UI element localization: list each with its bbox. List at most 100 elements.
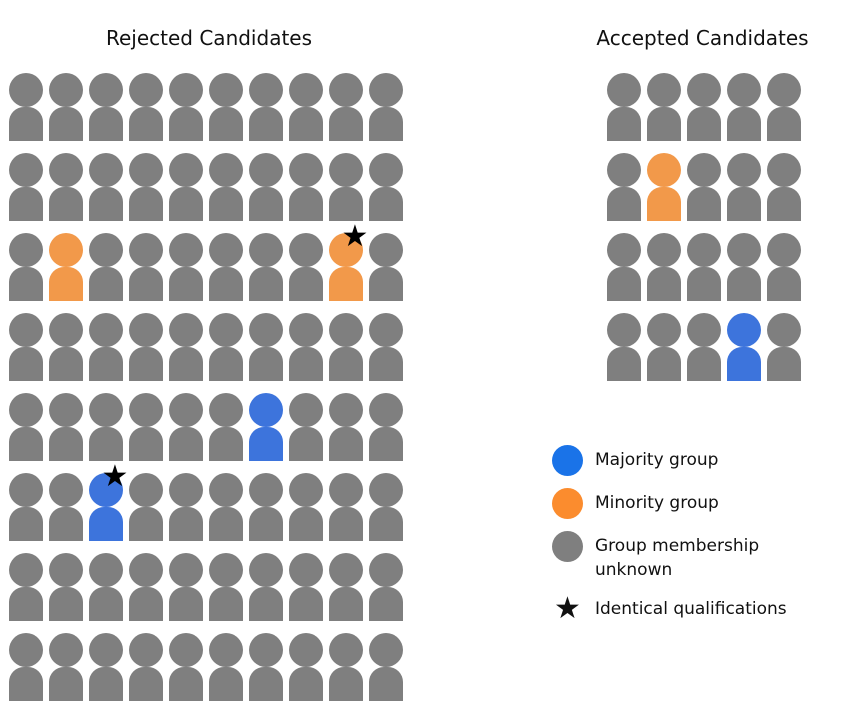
rejected-person-unknown [369,633,403,701]
accepted-person-unknown [647,233,681,301]
rejected-person-unknown [169,473,203,541]
rejected-title: Rejected Candidates [105,26,313,50]
rejected-person-unknown [249,313,283,381]
rejected-person-minority [329,233,363,301]
rejected-person-unknown [169,553,203,621]
rejected-person-unknown [289,393,323,461]
rejected-person-unknown [49,73,83,141]
rejected-person-unknown [169,633,203,701]
rejected-person-unknown [9,233,43,301]
rejected-person-unknown [369,233,403,301]
rejected-person-unknown [289,473,323,541]
rejected-person-unknown [249,73,283,141]
rejected-person-unknown [329,313,363,381]
rejected-person-unknown [129,553,163,621]
accepted-person-unknown [767,153,801,221]
star-icon: ★ [554,591,581,626]
rejected-person-unknown [289,553,323,621]
rejected-person-unknown [49,553,83,621]
rejected-person-unknown [369,73,403,141]
rejected-person-unknown [89,313,123,381]
accepted-person-unknown [687,153,721,221]
legend: Majority group Minority group Group memb… [552,445,795,636]
rejected-person-unknown [329,393,363,461]
rejected-person-unknown [249,233,283,301]
star-icon: ★ [342,219,369,254]
rejected-person-minority [49,233,83,301]
rejected-person-unknown [249,153,283,221]
rejected-person-unknown [9,393,43,461]
rejected-person-unknown [289,233,323,301]
rejected-person-unknown [169,393,203,461]
rejected-person-unknown [289,313,323,381]
rejected-person-unknown [9,553,43,621]
rejected-person-unknown [289,633,323,701]
rejected-person-unknown [329,473,363,541]
rejected-person-unknown [169,233,203,301]
star-icon: ★ [102,459,129,494]
rejected-person-unknown [249,633,283,701]
rejected-person-unknown [9,633,43,701]
accepted-person-minority [647,153,681,221]
rejected-person-unknown [369,153,403,221]
rejected-person-unknown [89,73,123,141]
rejected-person-unknown [369,393,403,461]
accepted-person-unknown [767,313,801,381]
rejected-person-unknown [289,153,323,221]
accepted-person-unknown [607,153,641,221]
accepted-person-unknown [607,313,641,381]
accepted-person-unknown [687,73,721,141]
rejected-person-unknown [129,313,163,381]
accepted-person-unknown [767,233,801,301]
rejected-person-unknown [129,153,163,221]
rejected-person-unknown [49,153,83,221]
legend-minority: Minority group [552,488,795,519]
rejected-person-majority [249,393,283,461]
rejected-person-unknown [169,153,203,221]
accepted-person-majority [727,313,761,381]
rejected-person-unknown [9,153,43,221]
rejected-person-unknown [49,313,83,381]
rejected-person-unknown [89,233,123,301]
legend-majority-label: Majority group [595,450,719,470]
rejected-person-unknown [9,313,43,381]
rejected-person-unknown [9,473,43,541]
legend-identical: ★ Identical qualifications [552,591,795,626]
rejected-person-unknown [209,633,243,701]
rejected-person-unknown [129,633,163,701]
rejected-person-unknown [89,153,123,221]
accepted-person-unknown [687,313,721,381]
rejected-person-unknown [89,553,123,621]
accepted-person-unknown [607,233,641,301]
accepted-person-unknown [727,153,761,221]
rejected-person-unknown [129,393,163,461]
accepted-person-unknown [727,73,761,141]
rejected-person-unknown [129,473,163,541]
rejected-person-unknown [209,153,243,221]
rejected-person-unknown [49,633,83,701]
minority-swatch [552,488,583,519]
rejected-person-unknown [329,633,363,701]
unknown-swatch [552,531,583,562]
accepted-person-unknown [647,73,681,141]
accepted-person-unknown [767,73,801,141]
rejected-person-unknown [89,633,123,701]
rejected-person-unknown [209,313,243,381]
rejected-person-unknown [169,73,203,141]
rejected-person-unknown [209,553,243,621]
legend-majority: Majority group [552,445,795,476]
rejected-person-unknown [209,233,243,301]
accepted-person-unknown [687,233,721,301]
rejected-person-unknown [289,73,323,141]
rejected-person-unknown [49,393,83,461]
rejected-person-unknown [329,153,363,221]
rejected-person-unknown [89,393,123,461]
rejected-person-unknown [209,473,243,541]
rejected-person-unknown [129,73,163,141]
rejected-person-unknown [249,473,283,541]
legend-unknown-label: Group membership unknown [595,536,760,580]
legend-identical-label: Identical qualifications [595,599,787,619]
rejected-person-unknown [249,553,283,621]
legend-minority-label: Minority group [595,493,719,513]
rejected-person-unknown [369,553,403,621]
